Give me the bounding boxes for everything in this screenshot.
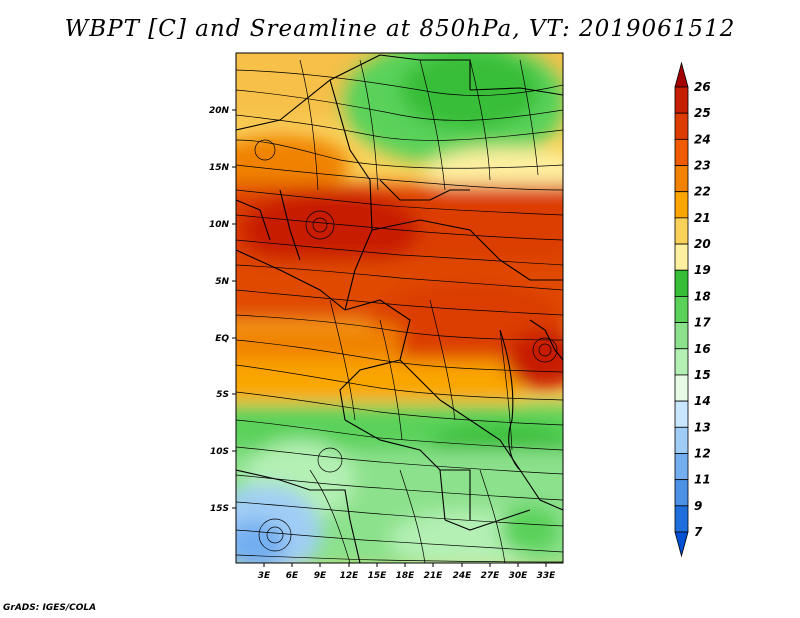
colorbar-label: 17 <box>694 316 711 330</box>
colorbar-segment <box>674 243 689 271</box>
lat-tick-label: 15N <box>209 163 230 173</box>
colorbar-label: 7 <box>694 525 703 539</box>
colorbar-segment <box>674 269 689 297</box>
map-frame <box>235 52 564 564</box>
colorbar-segment <box>674 86 689 114</box>
colorbar-label: 11 <box>694 473 711 487</box>
colorbar-segment <box>674 191 689 219</box>
colorbar-label: 25 <box>694 106 711 120</box>
lat-axis: 20N 15N 10N 5N EQ 5S 10S 15S <box>209 106 236 514</box>
colorbar-segment <box>674 374 689 402</box>
colorbar-label: 19 <box>694 263 711 277</box>
colorbar-label: 13 <box>694 420 711 434</box>
lat-tick-label: 5N <box>215 277 229 287</box>
colorbar-segment <box>674 165 689 193</box>
lon-tick-label: 21E <box>424 571 444 581</box>
lat-tick-label: 20N <box>209 106 230 116</box>
map-title: WBPT [C] and Sreamline at 850hPa, VT: 20… <box>64 16 736 42</box>
colorbar-label: 18 <box>694 289 711 303</box>
colorbar-segment <box>674 426 689 454</box>
colorbar-bottom-arrow <box>674 531 689 558</box>
colorbar-segment <box>674 400 689 428</box>
lon-tick-label: 6E <box>286 571 299 581</box>
colorbar-segment <box>674 322 689 350</box>
lon-tick-label: 33E <box>537 571 557 581</box>
lat-tick-label: EQ <box>215 334 229 344</box>
colorbar-segment <box>674 479 689 507</box>
colorbar-label: 22 <box>694 185 711 199</box>
lat-tick-label: 15S <box>210 504 229 514</box>
lon-tick-label: 30E <box>509 571 529 581</box>
lon-tick-label: 18E <box>396 571 416 581</box>
lon-tick-label: 27E <box>481 571 501 581</box>
colorbar-label: 24 <box>694 132 711 146</box>
lon-tick-label: 15E <box>368 571 388 581</box>
lat-tick-label: 10N <box>209 220 230 230</box>
lat-tick-label: 5S <box>216 390 229 400</box>
lon-tick-label: 3E <box>258 571 271 581</box>
colorbar-label: 9 <box>694 499 702 513</box>
footer-credit: GrADS: IGES/COLA <box>3 603 97 613</box>
wbpt-field <box>236 53 563 563</box>
colorbar-label: 26 <box>694 80 711 94</box>
colorbar-segment <box>674 217 689 245</box>
lat-tick-label: 10S <box>210 447 229 457</box>
lon-tick-label: 24E <box>453 571 473 581</box>
lon-axis: 3E 6E 9E 12E 15E 18E 21E 24E 27E 30E 33E <box>258 563 556 581</box>
colorbar-segment <box>674 296 689 323</box>
colorbar-segment <box>674 348 689 376</box>
colorbar-segment <box>674 453 689 481</box>
colorbar-label: 14 <box>694 394 711 408</box>
colorbar-label: 12 <box>694 446 711 460</box>
colorbar-segment <box>674 505 689 533</box>
colorbar: 26 25 24 23 22 21 20 19 18 17 16 15 14 13 12 11 9 7 <box>674 61 711 558</box>
streamlines <box>236 59 563 563</box>
lon-tick-label: 12E <box>340 571 360 581</box>
colorbar-label: 21 <box>694 211 711 225</box>
lon-tick-label: 9E <box>314 571 327 581</box>
colorbar-top-arrow <box>674 61 689 88</box>
colorbar-label: 23 <box>694 159 711 173</box>
colorbar-segment <box>674 112 689 140</box>
colorbar-label: 16 <box>694 342 711 356</box>
colorbar-segment <box>674 138 689 166</box>
colorbar-label: 20 <box>694 237 711 251</box>
country-borders <box>236 54 563 563</box>
colorbar-label: 15 <box>694 368 711 382</box>
